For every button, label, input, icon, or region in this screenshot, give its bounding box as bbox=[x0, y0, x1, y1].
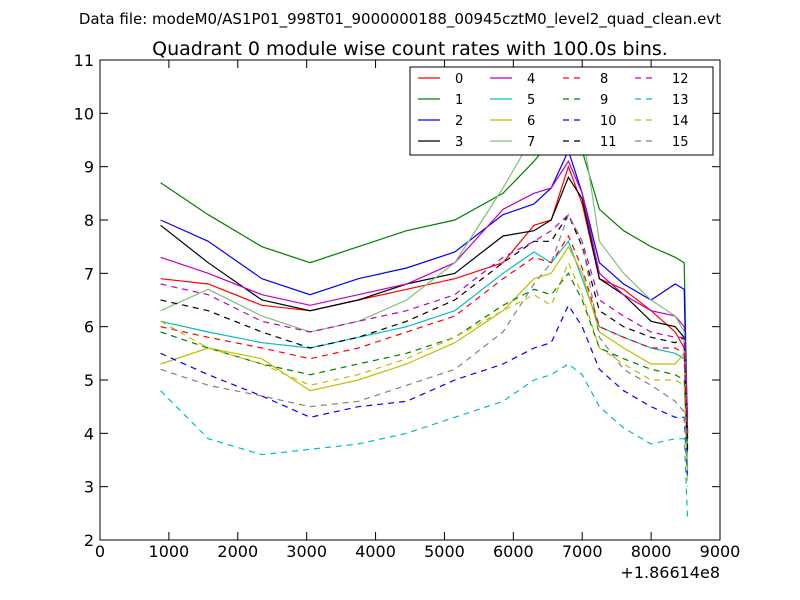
y-tick-label: 6 bbox=[84, 318, 94, 337]
x-tick-label: 0 bbox=[95, 542, 105, 561]
x-tick-label: 1000 bbox=[149, 542, 190, 561]
legend-label-6: 6 bbox=[527, 114, 535, 129]
series-line-13 bbox=[160, 363, 689, 519]
legend-label-11: 11 bbox=[600, 135, 617, 150]
legend-label-4: 4 bbox=[527, 72, 535, 87]
x-tick-label: 5000 bbox=[424, 542, 465, 561]
x-tick-label: 7000 bbox=[562, 542, 603, 561]
legend-label-14: 14 bbox=[672, 114, 689, 129]
series-line-10 bbox=[160, 304, 689, 482]
y-tick-label: 7 bbox=[84, 264, 94, 283]
x-tick-label: 2000 bbox=[217, 542, 258, 561]
legend-label-2: 2 bbox=[455, 114, 463, 129]
legend-label-15: 15 bbox=[672, 135, 689, 150]
legend-label-8: 8 bbox=[600, 72, 608, 87]
series-line-9 bbox=[160, 272, 689, 455]
legend-box bbox=[409, 66, 714, 156]
series-line-8 bbox=[160, 234, 689, 439]
x-tick-label: 4000 bbox=[355, 542, 396, 561]
chart-title: Quadrant 0 module wise count rates with … bbox=[152, 38, 668, 60]
series-line-4 bbox=[160, 160, 689, 418]
legend-label-10: 10 bbox=[600, 114, 617, 129]
y-tick-label: 9 bbox=[84, 158, 94, 177]
legend-label-3: 3 bbox=[455, 135, 463, 150]
series-line-5 bbox=[160, 240, 689, 450]
axis-ticks: 0 1000 2000 3000 4000 5000 6000 7000 8000 9000 2 3 4… bbox=[74, 51, 741, 561]
y-tick-label: 10 bbox=[74, 104, 94, 123]
series-line-0 bbox=[160, 164, 689, 434]
series-line-6 bbox=[160, 245, 689, 477]
series-line-15 bbox=[160, 213, 689, 471]
y-tick-label: 4 bbox=[84, 424, 94, 443]
x-tick-label: 8000 bbox=[631, 542, 672, 561]
series-line-11 bbox=[160, 213, 689, 455]
legend-label-5: 5 bbox=[527, 93, 535, 108]
x-tick-label: 6000 bbox=[493, 542, 534, 561]
y-tick-label: 11 bbox=[74, 51, 94, 70]
legend-label-1: 1 bbox=[455, 93, 463, 108]
y-tick-label: 8 bbox=[84, 211, 94, 230]
legend-label-7: 7 bbox=[527, 135, 535, 150]
series-line-3 bbox=[160, 176, 689, 439]
x-tick-label: 9000 bbox=[700, 542, 741, 561]
legend-label-0: 0 bbox=[455, 72, 463, 87]
x-offset-label: +1.86614e8 bbox=[620, 563, 720, 582]
data-file-suptitle: Data file: modeM0/AS1P01_998T01_90000001… bbox=[79, 10, 721, 29]
y-tick-label: 3 bbox=[84, 478, 94, 497]
series-line-2 bbox=[160, 149, 689, 450]
y-tick-label: 2 bbox=[84, 531, 94, 550]
series-line-14 bbox=[160, 261, 689, 487]
plot-frame bbox=[99, 59, 721, 541]
legend-label-9: 9 bbox=[600, 93, 608, 108]
legend-label-12: 12 bbox=[672, 72, 689, 87]
legend-label-13: 13 bbox=[672, 93, 689, 108]
x-tick-label: 3000 bbox=[286, 542, 327, 561]
y-tick-label: 5 bbox=[84, 371, 94, 390]
